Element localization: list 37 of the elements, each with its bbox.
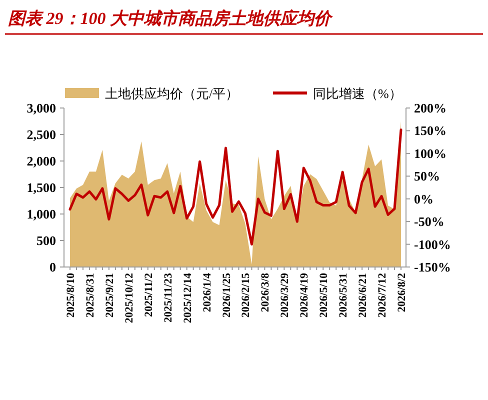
chart-title: 图表 29：100 大中城市商品房土地供应均价: [8, 9, 334, 28]
x-tick-label: 2025/11/23: [162, 272, 174, 323]
y2-tick-label: 50%: [414, 168, 440, 184]
y-tick-label: 2,500: [26, 127, 56, 142]
x-tick-label: 2026/3/8: [260, 272, 272, 312]
x-tick-label: 2026/5/31: [338, 273, 350, 318]
y-tick-label: 1,500: [26, 180, 56, 195]
x-tick-label: 2026/4/19: [298, 272, 311, 318]
x-tick-label: 2026/1/4: [201, 272, 214, 312]
y-tick-label: 0: [50, 260, 56, 274]
x-tick-label: 2026/2/15: [240, 272, 252, 318]
x-tick-label: 2025/12/14: [182, 272, 194, 324]
x-tick-label: 2025/9/21: [104, 273, 116, 318]
x-tick-label: 2025/8/10: [65, 272, 77, 318]
y2-tick-label: 100%: [414, 146, 446, 161]
x-tick-label: 2025/11/2: [142, 272, 155, 318]
x-tick-label: 2025/10/12: [123, 272, 136, 324]
y2-tick-label: 150%: [414, 123, 446, 138]
legend-label: 同比增速（%）: [313, 86, 402, 101]
legend-label: 土地供应均价（元/平）: [105, 86, 239, 101]
x-tick-label: 2026/1/25: [220, 272, 233, 318]
y-tick-label: 2,000: [26, 154, 56, 168]
y2-tick-label: 200%: [414, 100, 446, 116]
y-tick-label: 3,000: [26, 100, 56, 116]
y2-tick-label: 0%: [414, 191, 434, 206]
line-series: [68, 128, 402, 246]
x-tick-label: 2026/3/29: [279, 272, 292, 318]
y-tick-label: 500: [36, 233, 56, 248]
x-tick-label: 2026/8/2: [396, 272, 408, 312]
x-tick-label: 2026/5/10: [318, 272, 330, 318]
y2-tick-label: -50%: [414, 214, 444, 230]
y2-tick-label: -150%: [414, 260, 451, 274]
x-tick-label: 2026/6/21: [357, 273, 370, 318]
y2-tick-label: -100%: [414, 236, 451, 252]
x-tick-label: 2026/7/12: [376, 272, 389, 318]
x-tick-label: 2025/8/31: [84, 273, 96, 318]
y-tick-label: 1,000: [26, 206, 56, 222]
